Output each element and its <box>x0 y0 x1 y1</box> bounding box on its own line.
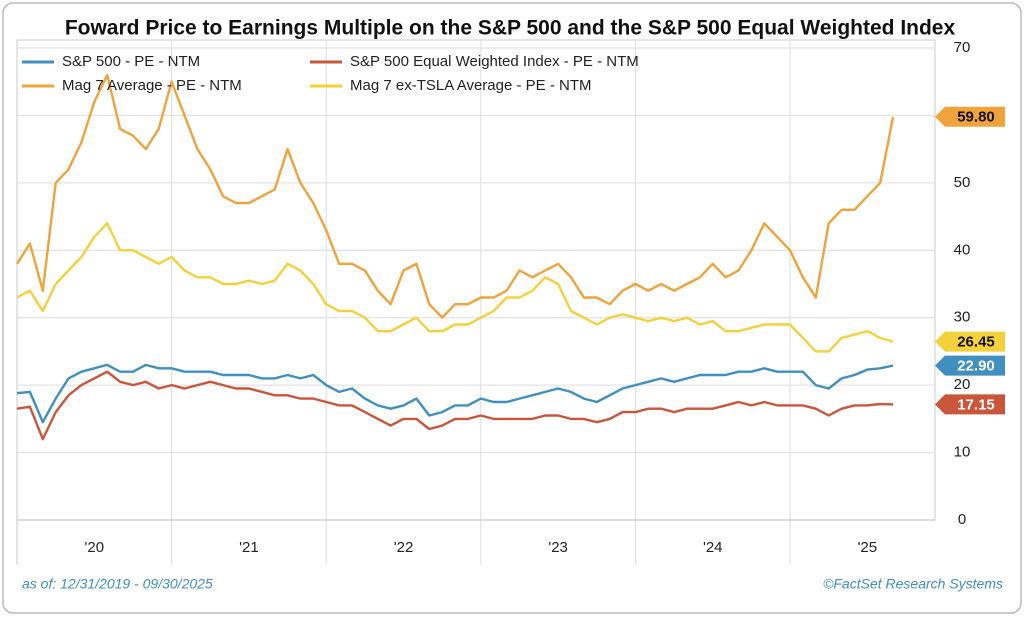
series-line <box>16 222 894 353</box>
y-tick-label: 50 <box>954 174 971 191</box>
end-label: 59.80 <box>957 109 995 126</box>
legend-label: S&P 500 Equal Weighted Index - PE - NTM <box>350 53 639 70</box>
y-tick-label: 70 <box>954 39 971 56</box>
x-tick-label: '25 <box>858 539 878 556</box>
legend-label: S&P 500 - PE - NTM <box>62 53 200 70</box>
end-tag <box>935 355 1005 376</box>
series-line <box>16 363 894 424</box>
y-tick-label: 10 <box>954 444 971 461</box>
end-tag <box>935 106 1005 127</box>
legend-label: Mag 7 ex-TSLA Average - PE - NTM <box>350 77 591 94</box>
date-range: as of: 12/31/2019 - 09/30/2025 <box>22 576 213 592</box>
x-tick-label: '24 <box>703 539 723 556</box>
x-tick-label: '21 <box>239 539 259 556</box>
series-line <box>16 370 894 441</box>
end-label: 22.90 <box>957 358 995 375</box>
x-tick-label: '23 <box>548 539 568 556</box>
y-tick-label: 20 <box>954 376 971 393</box>
end-tag <box>935 394 1005 415</box>
legend-label: Mag 7 Average - PE - NTM <box>62 77 242 94</box>
y-tick-label: 30 <box>954 309 971 326</box>
source: ©FactSet Research Systems <box>823 576 1003 592</box>
x-tick-label: '20 <box>85 539 105 556</box>
chart-title: Foward Price to Earnings Multiple on the… <box>65 17 956 40</box>
series-line <box>15 73 895 319</box>
end-label: 17.15 <box>957 396 995 413</box>
end-label: 26.45 <box>957 334 995 351</box>
end-tag <box>935 331 1005 352</box>
y-tick-label: 40 <box>954 241 971 258</box>
x-tick-label: '22 <box>394 539 414 556</box>
y-tick-label: 0 <box>958 511 966 528</box>
